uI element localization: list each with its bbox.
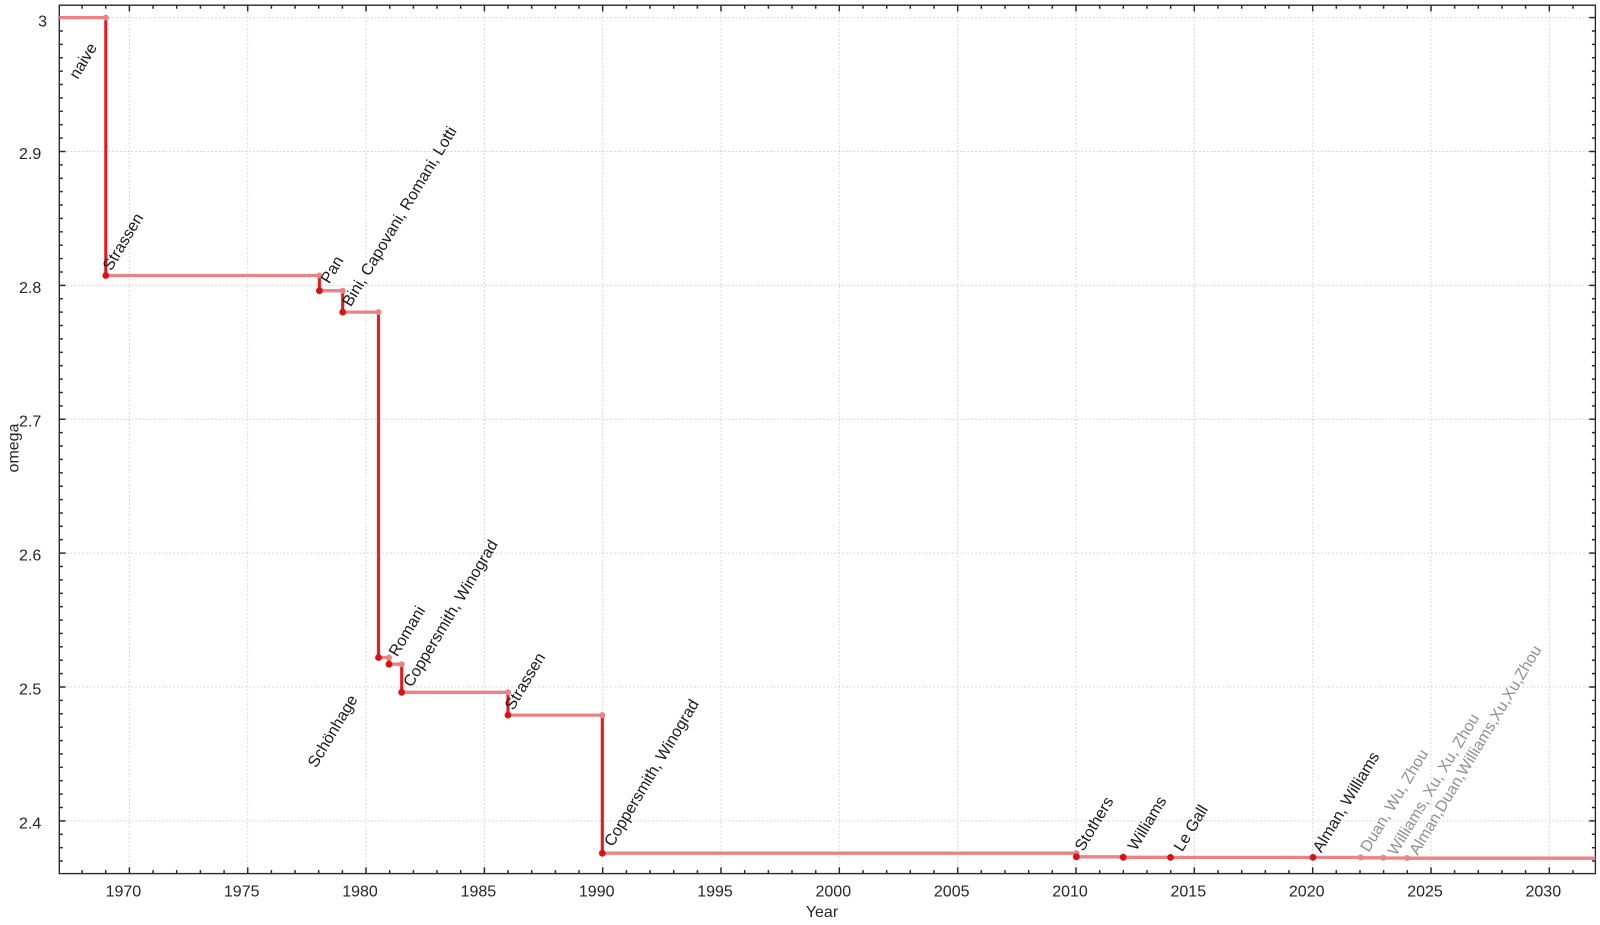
svg-text:2000: 2000 xyxy=(816,884,852,901)
svg-text:2005: 2005 xyxy=(934,884,970,901)
svg-text:1985: 1985 xyxy=(461,884,497,901)
svg-text:1980: 1980 xyxy=(342,884,378,901)
svg-text:2020: 2020 xyxy=(1289,884,1325,901)
svg-text:2010: 2010 xyxy=(1052,884,1088,901)
svg-text:1995: 1995 xyxy=(697,884,733,901)
svg-text:2025: 2025 xyxy=(1407,884,1443,901)
svg-text:1990: 1990 xyxy=(579,884,615,901)
svg-text:1970: 1970 xyxy=(106,884,142,901)
svg-text:Year: Year xyxy=(806,904,839,920)
svg-text:2.4: 2.4 xyxy=(19,815,41,832)
svg-text:2015: 2015 xyxy=(1171,884,1207,901)
svg-text:3: 3 xyxy=(38,14,47,31)
svg-text:2.8: 2.8 xyxy=(19,280,41,297)
svg-text:2.5: 2.5 xyxy=(19,681,41,698)
svg-text:omega: omega xyxy=(6,423,23,472)
svg-text:1975: 1975 xyxy=(224,884,260,901)
svg-text:2.6: 2.6 xyxy=(19,548,41,565)
svg-text:2030: 2030 xyxy=(1526,884,1562,901)
svg-text:2.9: 2.9 xyxy=(19,146,41,163)
svg-text:2.7: 2.7 xyxy=(19,414,41,431)
